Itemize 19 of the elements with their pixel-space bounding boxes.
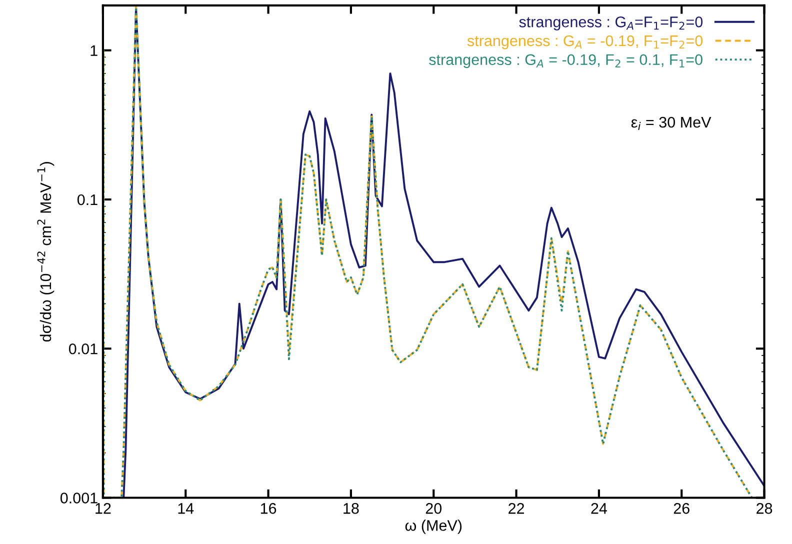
x-tick-label: 28 (756, 503, 772, 514)
annotation: ε$_{i}$ = 30 MeV (631, 116, 712, 130)
x-tick-label: 22 (508, 503, 524, 514)
x-tick-label: 18 (344, 503, 359, 514)
legend-label: strangeness : G$_{A}$ = -0.19, F$_{1}$=F$_{2}$=0 (467, 35, 703, 50)
y-tick-label: 0.1 (77, 194, 98, 206)
x-tick-label: 16 (260, 503, 276, 514)
x-tick-label: 24 (591, 503, 607, 514)
x-axis-title: ω (MeV) (405, 520, 462, 534)
x-tick-label: 12 (96, 503, 111, 514)
y-axis-title: dσ/dω (10$^{−42}$ cm$^{2}$ MeV$^{−1}$) (37, 162, 54, 342)
x-tick-label: 14 (178, 503, 194, 514)
y-tick-label: 0.01 (68, 343, 98, 354)
y-tick-label: 1 (90, 45, 98, 56)
legend-label: strangeness : G$_{A}$=F$_{1}$=F$_{2}$=0 (519, 16, 703, 30)
legend-label: strangeness : G$_{A}$ = -0.19, F$_{2}$ = 0.1, F$_{1}$=0 (429, 54, 702, 68)
y-tick-label: 0.001 (60, 492, 98, 504)
x-tick-label: 26 (674, 503, 690, 514)
x-tick-label: 20 (426, 503, 442, 514)
